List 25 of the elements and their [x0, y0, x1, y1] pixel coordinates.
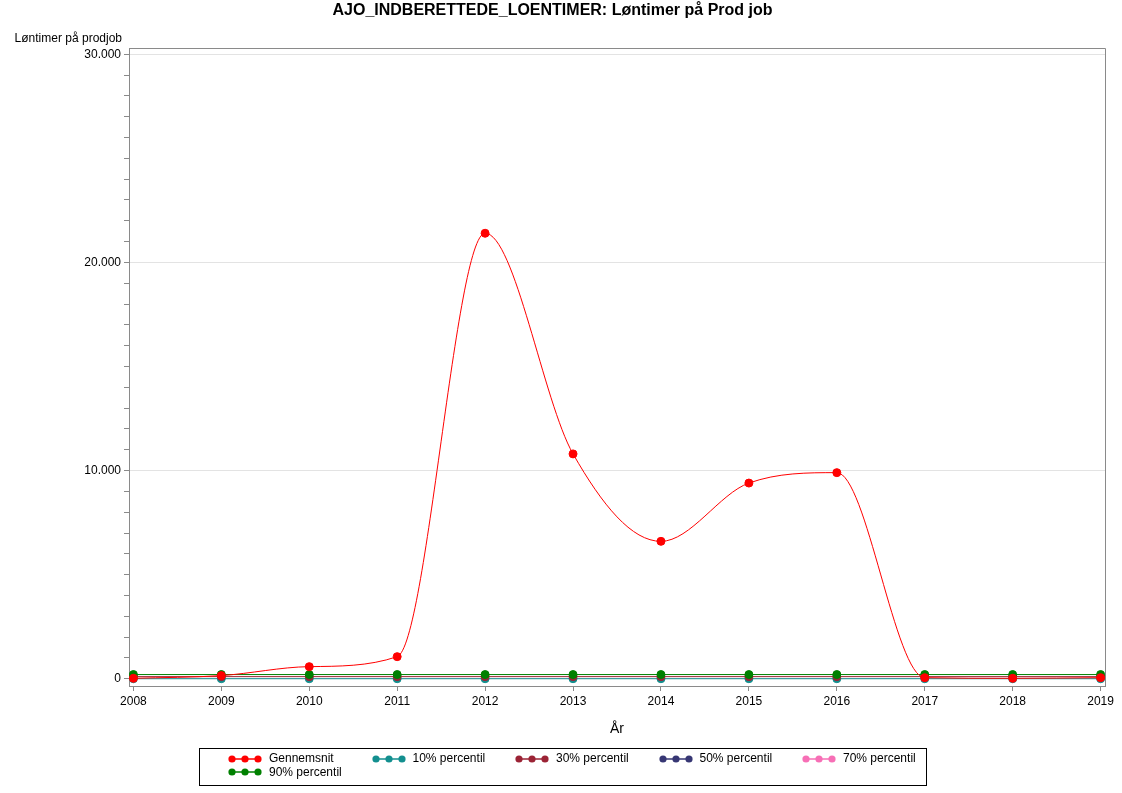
y-tick-label: 30.000: [84, 46, 122, 61]
x-tick-label: 2009: [207, 693, 235, 708]
x-tick-label: 2019: [1087, 693, 1115, 708]
x-tick-label: 2013: [559, 693, 587, 708]
x-tick-label: 2016: [823, 693, 851, 708]
x-tick-label: 2018: [999, 693, 1027, 708]
x-tick-label: 2008: [120, 693, 148, 708]
y-tick-label: 0: [114, 671, 122, 686]
legend-label: 70% percentil: [843, 751, 916, 765]
x-tick-label: 2011: [384, 693, 411, 708]
x-tick-label: 2014: [647, 693, 675, 708]
legend-label: Gennemsnit: [269, 751, 334, 765]
chart-title: AJO_INDBERETTEDE_LOENTIMER: Løntimer på Prod job: [332, 1, 773, 19]
legend-label: 10% percentil: [412, 751, 486, 765]
legend-label: 90% percentil: [269, 764, 342, 779]
y-tick-label: 20.000: [84, 254, 122, 269]
y-axis-title: Løntimer på prodjob: [14, 31, 123, 46]
y-tick-label: 10.000: [84, 462, 122, 477]
x-tick-label: 2017: [911, 693, 939, 708]
legend-label: 50% percentil: [699, 751, 773, 765]
x-tick-label: 2015: [735, 693, 763, 708]
x-axis-title: År: [610, 720, 625, 737]
legend-label: 30% percentil: [556, 751, 629, 765]
x-tick-label: 2012: [471, 693, 499, 708]
x-tick-label: 2010: [295, 693, 323, 708]
